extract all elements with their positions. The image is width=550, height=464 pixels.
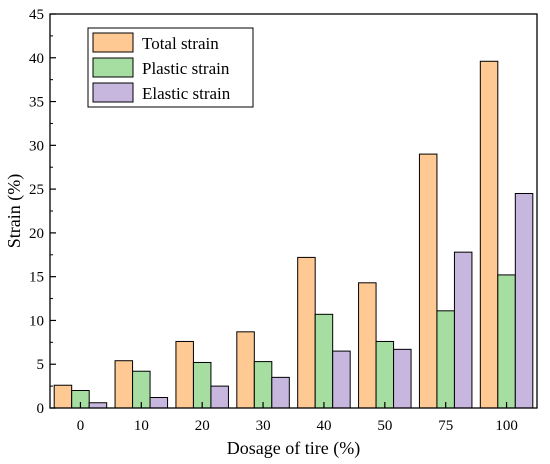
- bar-total-strain-20: [175, 340, 194, 409]
- legend-swatch-total-strain: [92, 32, 134, 53]
- x-axis-title: Dosage of tire (%): [227, 438, 360, 459]
- x-tick-label: 40: [316, 418, 331, 434]
- x-axis-ticks: 0 10 20 30 40 50 75 100: [77, 402, 518, 434]
- legend-swatch-plastic-strain: [92, 57, 134, 78]
- y-tick-label: 30: [29, 138, 44, 154]
- y-axis-title: Strain (%): [4, 174, 25, 248]
- x-tick-label: 100: [495, 418, 518, 434]
- x-tick-label: 10: [134, 418, 149, 434]
- x-tick-label: 30: [256, 418, 271, 434]
- bar-elastic-strain-0: [88, 402, 108, 409]
- bar-plastic-strain-20: [192, 361, 212, 409]
- bar-total-strain-40: [297, 256, 316, 409]
- bar-elastic-strain-75: [453, 251, 473, 409]
- bar-plastic-strain-75: [436, 310, 455, 409]
- x-tick-label: 75: [438, 418, 453, 434]
- y-axis-ticks: 0 5 10 15 20 25 30 35 40 45: [29, 7, 56, 417]
- x-tick-label: 20: [195, 418, 210, 434]
- bar-elastic-strain-20: [210, 385, 229, 409]
- bar-total-strain-50: [358, 282, 377, 409]
- y-tick-label: 40: [29, 51, 44, 67]
- bars-layer: [53, 60, 534, 409]
- y-tick-label: 10: [29, 313, 44, 329]
- bar-plastic-strain-30: [253, 361, 273, 409]
- bar-total-strain-10: [114, 360, 134, 409]
- bar-total-strain-0: [53, 384, 73, 409]
- y-tick-label: 0: [37, 401, 45, 417]
- legend: Total strain Plastic strain Elastic strain: [87, 27, 254, 108]
- y-tick-label: 25: [29, 182, 44, 198]
- bar-total-strain-100: [479, 60, 499, 409]
- bar-total-strain-30: [236, 331, 255, 409]
- bar-elastic-strain-50: [393, 348, 412, 409]
- legend-label-elastic-strain: Elastic strain: [142, 84, 231, 103]
- legend-label-total-strain: Total strain: [142, 34, 219, 53]
- bar-total-strain-75: [418, 153, 438, 409]
- bar-plastic-strain-50: [375, 340, 395, 409]
- legend-swatch-elastic-strain: [92, 82, 134, 103]
- bar-plastic-strain-100: [497, 274, 516, 409]
- legend-label-plastic-strain: Plastic strain: [142, 59, 230, 78]
- bar-elastic-strain-10: [149, 396, 169, 409]
- y-tick-label: 15: [29, 270, 44, 286]
- bar-plastic-strain-40: [314, 313, 334, 409]
- y-tick-label: 35: [29, 95, 44, 111]
- x-tick-label: 0: [77, 418, 85, 434]
- bar-elastic-strain-40: [332, 350, 351, 409]
- y-tick-label: 45: [29, 7, 44, 23]
- y-tick-label: 20: [29, 226, 44, 242]
- bar-elastic-strain-30: [271, 376, 290, 409]
- x-tick-label: 50: [377, 418, 392, 434]
- bar-elastic-strain-100: [514, 192, 534, 409]
- y-tick-label: 5: [37, 357, 45, 373]
